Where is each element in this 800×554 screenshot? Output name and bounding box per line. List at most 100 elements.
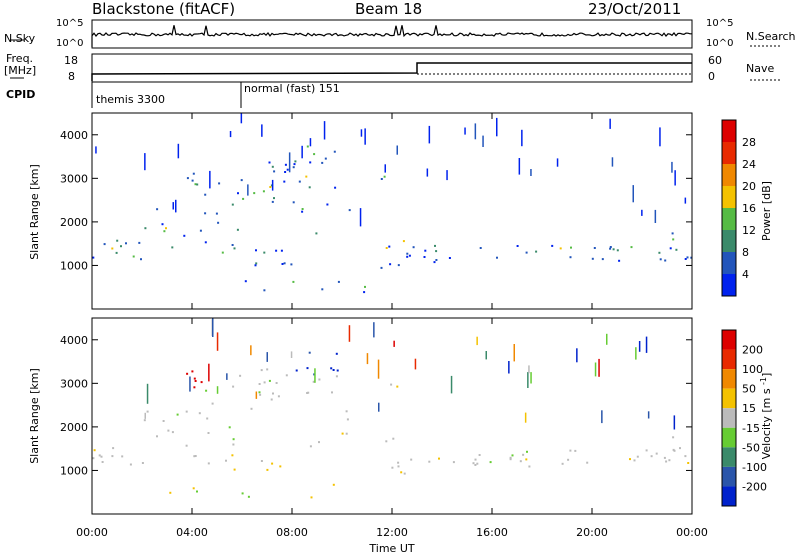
range-cell (669, 247, 672, 250)
range-cell (645, 449, 648, 452)
colorbar-tick-label: -200 (742, 480, 767, 493)
range-cell (162, 420, 165, 422)
nave-tick-high: 60 (708, 54, 722, 67)
noise-streak (229, 131, 232, 138)
range-cell (192, 487, 195, 490)
range-cell (275, 382, 278, 384)
range-cell (629, 458, 631, 461)
range-cell (321, 161, 324, 164)
range-cell (616, 249, 619, 252)
noise-streak (266, 352, 268, 362)
x-axis-label: Time UT (368, 542, 414, 554)
velocity-colorbar: 200 100 50 15 -15 -50 -100 -200 (721, 329, 767, 507)
range-cell (448, 257, 451, 259)
range-cell (247, 495, 250, 498)
y-tick-label: 3000 (60, 172, 88, 185)
range-cell (305, 175, 308, 178)
power-colorbar-label: Power [dB] (760, 181, 773, 241)
noise-streak (474, 123, 477, 140)
noise-streak (261, 124, 263, 137)
range-cell (423, 256, 426, 258)
range-cell (215, 212, 218, 215)
noise-streak (301, 145, 303, 159)
range-cell (609, 246, 612, 248)
velocity-yaxis: 1000 2000 3000 4000 (60, 334, 692, 477)
range-cell (236, 228, 239, 231)
range-cell (271, 165, 274, 168)
noise-streak (396, 145, 398, 155)
range-cell (112, 447, 115, 450)
range-cell (292, 280, 295, 283)
range-cell (273, 170, 276, 173)
colorbar-swatch (722, 427, 736, 448)
range-cell (204, 241, 207, 244)
range-cell (315, 232, 318, 235)
velocity-colorbar-label-text: Velocity [m s (760, 388, 773, 459)
colorbar-tick-label: 100 (742, 363, 763, 376)
range-cell (433, 261, 436, 264)
range-cell (586, 461, 589, 464)
range-cell (231, 203, 234, 206)
range-cell (140, 258, 142, 261)
range-cell (569, 256, 572, 259)
range-cell (286, 168, 289, 171)
x-tick-label: 00:00 (676, 526, 708, 539)
range-cell (633, 459, 636, 462)
power-yaxis: 1000 2000 3000 4000 (60, 129, 692, 272)
noise-streak (684, 197, 687, 204)
colorbar-tick-label: -100 (742, 461, 767, 474)
colorbar-tick-label: 12 (742, 224, 756, 237)
freq-unit: [MHz] (4, 64, 37, 77)
range-cell (93, 449, 96, 452)
range-cell (285, 374, 288, 377)
noise-streak (378, 402, 380, 412)
range-cell (207, 432, 210, 434)
range-cell (237, 192, 239, 195)
mini-panels (10, 19, 782, 108)
noise-streak (177, 143, 180, 159)
range-cell (438, 457, 440, 460)
nsky-tick-low: 10^0 (56, 38, 84, 49)
range-cell (183, 234, 186, 237)
range-cell (204, 193, 207, 196)
range-cell (200, 381, 203, 384)
range-cell (263, 251, 266, 254)
range-cell (403, 472, 406, 475)
noise-streak (524, 412, 527, 423)
range-cell (239, 374, 242, 377)
freq-tick-high: 18 (64, 54, 78, 67)
range-cell (294, 160, 297, 163)
freq-label: Freq. (6, 52, 34, 65)
noise-streak (450, 375, 453, 394)
range-cell (233, 468, 236, 471)
range-cell (283, 180, 286, 183)
noise-streak (290, 351, 293, 358)
range-cell (671, 232, 674, 235)
range-cell (232, 443, 235, 446)
range-cell (310, 496, 313, 499)
range-cell (474, 458, 477, 461)
range-cell (335, 352, 338, 355)
range-cell (390, 383, 393, 386)
range-cell (435, 259, 438, 261)
colorbar-tick-label: 20 (742, 180, 756, 193)
range-cell (163, 230, 166, 233)
range-cell (141, 462, 144, 464)
range-cell (284, 163, 287, 166)
range-cell (295, 369, 298, 372)
x-tick-label: 16:00 (476, 526, 508, 539)
range-cell (193, 455, 196, 458)
power-colorbar: 4 8 12 16 20 24 28 (721, 119, 756, 297)
range-cell (388, 245, 391, 248)
range-cell (385, 247, 388, 249)
noise-streak (255, 391, 258, 399)
range-cell (271, 200, 274, 203)
range-cell (193, 386, 196, 389)
colorbar-tick-label: 200 (742, 344, 763, 357)
range-cell (279, 465, 282, 468)
range-cell (474, 464, 477, 466)
noise-streak (323, 121, 326, 140)
power-panel: 1000 2000 3000 4000 Slant Range [km] 4 8 12 16… (28, 112, 773, 310)
noise-streak (216, 332, 219, 351)
